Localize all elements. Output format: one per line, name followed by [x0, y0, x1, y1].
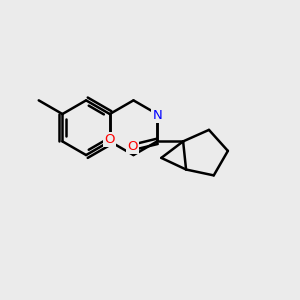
Text: O: O	[127, 140, 138, 153]
Text: O: O	[104, 134, 115, 146]
Text: N: N	[152, 109, 162, 122]
